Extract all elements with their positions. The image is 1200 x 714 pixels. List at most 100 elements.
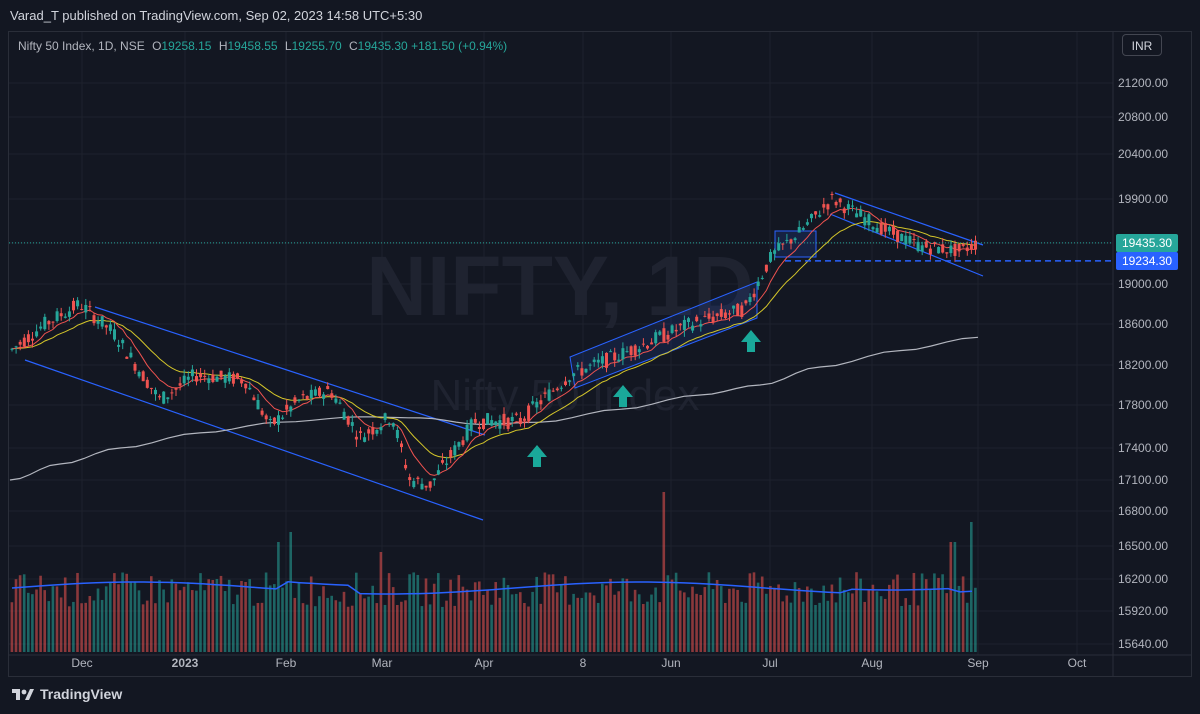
candle-body <box>682 319 686 330</box>
volume-bar <box>670 579 674 652</box>
volume-bar <box>851 593 854 652</box>
price-tick-label: 20800.00 <box>1118 110 1168 124</box>
volume-bar <box>924 579 928 652</box>
candle-body <box>416 477 420 480</box>
time-tick-label: Dec <box>71 656 92 670</box>
candle-body <box>588 364 592 366</box>
volume-bar <box>822 585 825 652</box>
volume-bar <box>145 600 149 652</box>
volume-bar <box>252 605 256 652</box>
symbol-legend: Nifty 50 Index, 1D, NSE O19258.15 H19458… <box>18 39 507 53</box>
candle-body <box>227 372 231 382</box>
volume-bar <box>510 594 514 652</box>
candle-body <box>59 313 63 317</box>
candle-body <box>326 386 330 390</box>
high-value: 19458.55 <box>227 39 278 53</box>
candle-body <box>732 305 736 309</box>
volume-bar <box>256 602 260 652</box>
volume-bar <box>186 582 190 652</box>
candle-body <box>826 204 830 210</box>
volume-bar <box>937 577 940 652</box>
candle-body <box>371 427 375 435</box>
volume-bar <box>14 579 18 652</box>
candle-body <box>752 293 756 298</box>
candle-body <box>453 445 457 456</box>
candle-body <box>941 244 945 253</box>
volume-bar <box>719 586 723 652</box>
volume-bar <box>601 583 604 652</box>
candle-body <box>174 388 178 390</box>
volume-bar <box>642 604 645 652</box>
close-label: C <box>349 39 358 53</box>
time-tick-label: Sep <box>967 656 989 670</box>
candle-body <box>445 463 449 465</box>
candle-body <box>190 369 194 377</box>
chart-pane[interactable] <box>8 31 1192 677</box>
channel-line <box>24 359 484 521</box>
volume-bar <box>18 575 22 652</box>
volume-bar <box>498 597 502 652</box>
volume-bar <box>523 603 526 652</box>
close-value: 19435.30 <box>357 39 408 53</box>
volume-bar <box>203 590 206 652</box>
volume-bar <box>773 587 776 652</box>
volume-bar <box>22 574 26 652</box>
volume-bar <box>88 596 92 652</box>
volume-bar <box>150 576 153 652</box>
candle-body <box>22 337 26 347</box>
footer <box>0 678 1200 714</box>
volume-bar <box>314 606 317 652</box>
volume-bar <box>166 602 169 652</box>
candle-body <box>572 373 576 377</box>
candle-body <box>822 204 826 208</box>
candle-body <box>892 226 895 235</box>
volume-bar <box>633 589 637 652</box>
volume-bar <box>830 584 834 652</box>
symbol-name: Nifty 50 Index, 1D, NSE <box>18 39 145 53</box>
volume-bar <box>63 577 67 652</box>
candle-body <box>875 227 879 233</box>
volume-bar <box>387 573 391 652</box>
volume-bar <box>519 592 522 652</box>
candle-body <box>969 244 973 250</box>
volume-bar <box>424 578 428 652</box>
volume-bar <box>875 591 879 652</box>
level-price-tag: 19234.30 <box>1116 251 1179 270</box>
candle-body <box>646 345 649 349</box>
volume-bar <box>416 574 420 652</box>
candle-body <box>141 371 145 382</box>
tradingview-brand[interactable]: TradingView <box>12 686 122 702</box>
volume-bar <box>453 605 456 652</box>
volume-bar <box>781 601 784 652</box>
volume-bar <box>350 605 354 652</box>
volume-bar <box>691 586 694 652</box>
volume-bar <box>375 603 379 652</box>
candle-body <box>219 370 223 378</box>
candle-body <box>933 242 936 244</box>
candle-body <box>760 277 764 279</box>
candle-body <box>654 332 658 344</box>
candle-body <box>18 341 22 345</box>
candle-body <box>264 415 268 420</box>
volume-bar <box>609 578 612 652</box>
candle-body <box>494 421 498 426</box>
currency-button[interactable]: INR <box>1122 34 1162 56</box>
candle-body <box>555 388 559 391</box>
candle-body <box>203 375 207 377</box>
candle-body <box>937 247 941 254</box>
volume-bar <box>806 586 809 652</box>
candle-body <box>641 343 645 345</box>
candle-body <box>268 419 272 421</box>
candle-body <box>728 313 731 315</box>
candle-body <box>35 331 39 337</box>
candle-body <box>129 352 133 358</box>
volume-bar <box>957 585 961 652</box>
candle-body <box>231 373 235 384</box>
candle-body <box>736 303 740 316</box>
candle-body <box>477 427 481 429</box>
volume-bar <box>514 593 518 652</box>
candle-body <box>412 481 416 488</box>
candle-body <box>506 417 510 429</box>
candle-body <box>272 417 276 424</box>
